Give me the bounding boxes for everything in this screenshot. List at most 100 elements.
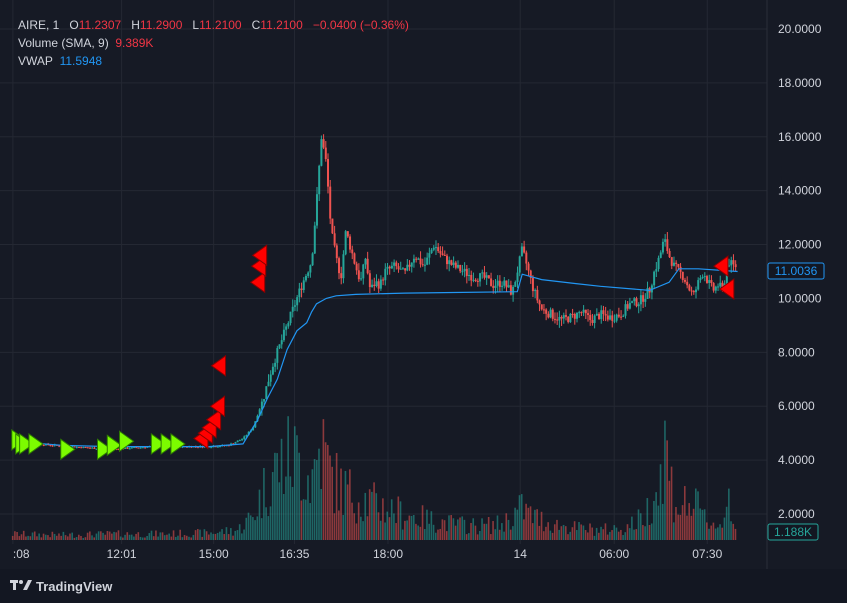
candle-body <box>346 231 349 237</box>
candle-body <box>307 272 310 276</box>
volume-bar <box>274 452 276 540</box>
candle-body <box>417 258 420 260</box>
candle-body <box>721 282 724 288</box>
candle-body <box>496 280 499 286</box>
volume-bar <box>287 416 289 540</box>
candle-body <box>688 285 691 291</box>
buy-marker[interactable] <box>19 432 35 455</box>
volume-bar <box>481 518 483 540</box>
y-tick-label: 20.0000 <box>778 22 822 36</box>
brand-name: TradingView <box>36 578 113 594</box>
volume-bar <box>282 494 285 540</box>
volume-bar <box>631 516 633 540</box>
volume-bar <box>540 511 543 540</box>
volume-bar <box>644 526 646 540</box>
candle-body <box>558 316 561 321</box>
candle-body <box>300 288 303 290</box>
buy-marker[interactable] <box>150 432 167 455</box>
volume-bar <box>36 536 38 540</box>
volume-bar <box>174 536 177 540</box>
volume-bar <box>135 533 137 540</box>
volume-bar <box>315 460 318 540</box>
candle-body <box>476 280 479 282</box>
volume-bar <box>606 534 609 540</box>
volume-bar <box>20 534 23 540</box>
volume-bar <box>40 537 43 540</box>
buy-marker[interactable] <box>28 432 44 455</box>
volume-bar <box>78 534 80 540</box>
candle-body <box>454 262 457 268</box>
tradingview-brand[interactable]: TradingView <box>10 577 112 595</box>
volume-bar <box>686 515 688 540</box>
volume-bar <box>419 526 422 540</box>
volume-bar <box>230 528 232 540</box>
volume-bar <box>639 513 642 540</box>
volume-bar <box>441 519 444 540</box>
volume-bar <box>723 517 726 540</box>
candle-body <box>335 245 338 259</box>
sell-marker[interactable] <box>205 408 222 431</box>
volume-bar <box>329 455 331 540</box>
sell-marker[interactable] <box>718 278 735 300</box>
volume-bar <box>104 534 107 540</box>
volume-bar <box>463 519 466 540</box>
sell-marker[interactable] <box>209 395 226 418</box>
buy-marker[interactable] <box>160 432 177 455</box>
volume-bar <box>97 531 100 540</box>
volume-bar <box>699 508 702 540</box>
volume-bar <box>11 535 14 540</box>
volume-bar <box>322 419 325 540</box>
candle-body <box>445 255 448 265</box>
volume-bar <box>525 503 527 540</box>
price-chart[interactable]: 20.0000 18.0000 16.0000 14.0000 12.0000 10.00… <box>0 0 847 569</box>
sell-marker[interactable] <box>251 244 268 267</box>
candle-body <box>523 246 526 253</box>
high-value: 11.2900 <box>139 18 183 32</box>
sell-marker[interactable] <box>713 255 729 278</box>
candle-body <box>71 446 74 448</box>
buy-marker[interactable] <box>60 438 76 461</box>
candle-body <box>84 446 87 448</box>
candle-body <box>470 274 473 281</box>
volume-bar <box>470 522 472 540</box>
volume-bar <box>395 523 397 540</box>
buy-marker[interactable] <box>96 438 113 461</box>
volume-bar <box>300 500 303 540</box>
volume-bar <box>364 492 367 540</box>
volume-bar <box>320 489 322 540</box>
chart-area[interactable]: 20.0000 18.0000 16.0000 14.0000 12.0000 10.00… <box>0 0 847 569</box>
buy-marker[interactable] <box>106 434 123 457</box>
sell-marker[interactable] <box>210 354 227 377</box>
candle-body <box>42 444 45 446</box>
buy-marker[interactable] <box>119 430 135 453</box>
volume-bar <box>567 534 569 540</box>
volume-bar <box>624 532 627 540</box>
candle-body <box>576 312 579 319</box>
volume-bar <box>227 534 230 540</box>
candle-body <box>580 312 583 314</box>
candle-body <box>408 264 411 267</box>
candle-body <box>653 271 656 286</box>
volume-bar <box>527 507 530 540</box>
volume-bar <box>351 502 353 540</box>
volume-label: Volume (SMA, 9) <box>18 36 109 50</box>
volume-bar <box>188 536 190 540</box>
sell-marker[interactable] <box>249 271 266 294</box>
buy-marker[interactable] <box>170 432 186 455</box>
volume-bar <box>133 536 135 540</box>
volume-bar <box>494 529 497 540</box>
volume-bar <box>501 523 503 540</box>
chart-grid <box>0 0 767 544</box>
volume-bar <box>560 526 563 540</box>
volume-bar <box>340 468 342 540</box>
symbol-label[interactable]: AIRE, 1 <box>18 18 60 32</box>
vwap-row[interactable]: VWAP 11.5948 <box>18 52 409 70</box>
candle-body <box>355 263 358 271</box>
volume-bar <box>547 522 549 540</box>
volume-row[interactable]: Volume (SMA, 9) 9.389K <box>18 34 409 52</box>
candle-body <box>362 264 365 279</box>
volume-bar <box>163 535 166 540</box>
volume-bar <box>393 513 395 540</box>
volume-bar <box>93 537 96 540</box>
volume-bar <box>141 537 144 540</box>
